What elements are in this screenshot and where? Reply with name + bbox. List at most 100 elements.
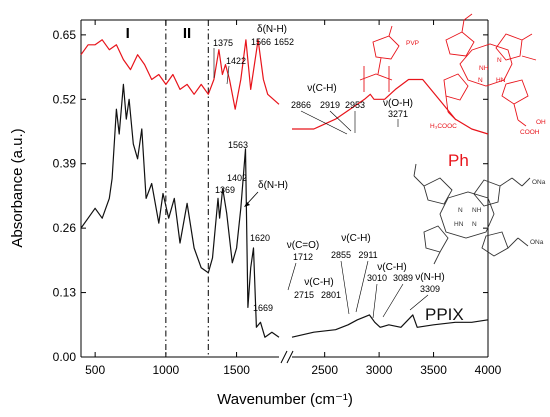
ph-cooh-text: COOH: [520, 129, 540, 136]
ph-delta-nh-label: δ(N-H): [257, 24, 287, 35]
ppix-delta-nh-label: δ(N-H): [258, 180, 288, 191]
porphyrin-core-ph: [459, 43, 513, 87]
ppix-peak-3309-label: 3309: [420, 284, 440, 294]
pvp-carbonyl: [388, 25, 393, 37]
ppix-series-line-low: [80, 83, 280, 338]
ppix-nu-ch-label-3: ν(C-H): [377, 262, 406, 273]
ppix-chain-1b: [511, 177, 523, 187]
ph-oh-text: OH: [536, 119, 546, 126]
ph-annotations-high: ν(C-H) 2866 2919 2953 ν(O-H) 3271: [291, 83, 413, 135]
region-label-i: I: [126, 25, 130, 42]
ppix-ona-text-1: ONa: [532, 179, 546, 186]
ph-structure-labels: PVP NH N N HN H₃COOC COOH OH: [406, 40, 546, 136]
ppix-peak-3309-leader: [409, 294, 429, 311]
pyrrole-ring-3: [443, 73, 469, 101]
ph-nh-text: NH: [479, 65, 489, 72]
ph-n-text-1: N: [497, 57, 502, 64]
ppix-peak-1712-leader: [287, 262, 297, 291]
ppix-nh-text: NH: [472, 207, 482, 214]
ppix-chain-1: [499, 177, 513, 187]
ppix-delta-nh-arrow: [245, 191, 259, 206]
ppix-peak-2715-label: 2715: [294, 290, 314, 300]
ppix-nu-nh-label: ν(N-H): [415, 272, 444, 283]
y-axis-ticks: 0.00 0.13 0.26 0.39 0.52 0.65: [53, 28, 488, 364]
ester-chain: [445, 95, 449, 113]
pvp-chain: [359, 73, 393, 81]
x-tick-label: 1000: [153, 363, 180, 377]
ppix-peak-2801-label: 2801: [321, 290, 341, 300]
y-tick-label: 0.39: [53, 157, 77, 171]
ppix-structure-drawing: [413, 163, 531, 265]
series-lines: [80, 39, 489, 338]
pyrrole-ring-2: [495, 33, 523, 61]
y-tick-label: 0.26: [53, 221, 77, 235]
region-label-ii: II: [183, 25, 191, 42]
x-tick-label: 500: [85, 363, 105, 377]
ppix-peak-2911-label: 2911: [358, 250, 377, 260]
ppix-ona-text-2: ONa: [530, 239, 544, 246]
ph-peak-2953-label: 2953: [345, 100, 365, 110]
vinyl-1b: [463, 13, 473, 21]
ph-peak-1422-label: 1422: [226, 56, 246, 66]
ppix-peak-3089-leader: [382, 283, 404, 318]
ph-peak-3271-label: 3271: [388, 109, 408, 119]
pvp-ring: [372, 35, 400, 60]
ppix-vinyl-1: [413, 175, 425, 187]
ppix-annotations-low: 1563 1369 1402 δ(N-H) 1620 1669: [215, 140, 288, 313]
y-tick-label: 0.65: [53, 28, 77, 42]
ppix-peak-2855-leader: [340, 260, 350, 315]
ppix-peak-2911-leader: [355, 260, 369, 313]
ppix-series-label: PPIX: [425, 305, 464, 324]
ph-series-line-high: [292, 78, 489, 135]
ppix-chain-1c: [521, 177, 531, 187]
porphyrin-core-ppix: [439, 191, 495, 239]
ph-nu-ch-label: ν(C-H): [307, 83, 336, 94]
ppix-peak-3010-leader: [372, 283, 378, 319]
ester-chain-b: [447, 111, 457, 121]
ph-structure-drawing: [359, 13, 537, 127]
ppix-peak-1712-label: 1712: [293, 252, 313, 262]
ph-annotations-low: 1375 1422 1566 1652 δ(N-H): [213, 24, 294, 85]
x-tick-label: 3500: [420, 363, 447, 377]
ph-peak-2866-leader: [300, 110, 348, 135]
ph-peak-1375-label: 1375: [213, 38, 233, 48]
ph-ester-text: H₃COOC: [430, 123, 457, 130]
pyrrole-ring-1: [445, 31, 475, 57]
x-tick-label: 2500: [311, 363, 338, 377]
ppix-peak-3089-label: 3089: [393, 273, 413, 283]
ph-peak-1422-leader: [226, 65, 230, 85]
pyrrole-ring-4: [501, 79, 529, 105]
ppix-nu-ch-label-2: ν(C-H): [341, 233, 370, 244]
ppix-peak-1563-label: 1563: [228, 140, 248, 150]
ppix-pyrrole-4: [481, 231, 509, 257]
pvp-text: PVP: [406, 40, 419, 47]
ppix-pyrrole-1: [423, 177, 453, 205]
x-tick-label: 3000: [366, 363, 393, 377]
ph-nu-oh-label: ν(O-H): [383, 98, 413, 109]
y-tick-label: 0.13: [53, 286, 77, 300]
ppix-series-line-high: [291, 314, 489, 338]
ppix-annotations-high: ν(C=O) 1712 ν(C-H) 2715 2801 ν(C-H) 2855…: [287, 233, 445, 319]
ph-peak-1652-label: 1652: [274, 37, 294, 47]
ph-peak-2919-leader: [329, 110, 352, 132]
ppix-peak-3010-label: 3010: [367, 273, 387, 283]
y-tick-label: 0.00: [53, 350, 77, 364]
ppix-nu-ch-label-1: ν(C-H): [304, 277, 333, 288]
ppix-peak-1369-label: 1369: [215, 185, 235, 195]
ppix-vinyl-1b: [413, 163, 417, 177]
axis-break-mark-right: [286, 350, 294, 364]
x-axis-title: Wavenumber (cm⁻¹): [217, 391, 353, 408]
acid-chain: [513, 103, 519, 121]
y-axis-title: Absorbance (a.u.): [9, 128, 26, 247]
x-tick-label: 4000: [475, 363, 502, 377]
acid-chain-b: [517, 119, 527, 127]
ppix-peak-1402-label: 1402: [227, 173, 247, 183]
ph-peak-1566-label: 1566: [251, 37, 271, 47]
ppix-peak-1669-label: 1669: [253, 303, 273, 313]
ppix-structure-labels: N NH HN N ONa ONa: [454, 179, 546, 246]
pvp-link: [377, 57, 382, 75]
ph-series-line-low: [80, 39, 280, 110]
ppix-chain-2: [507, 237, 519, 249]
